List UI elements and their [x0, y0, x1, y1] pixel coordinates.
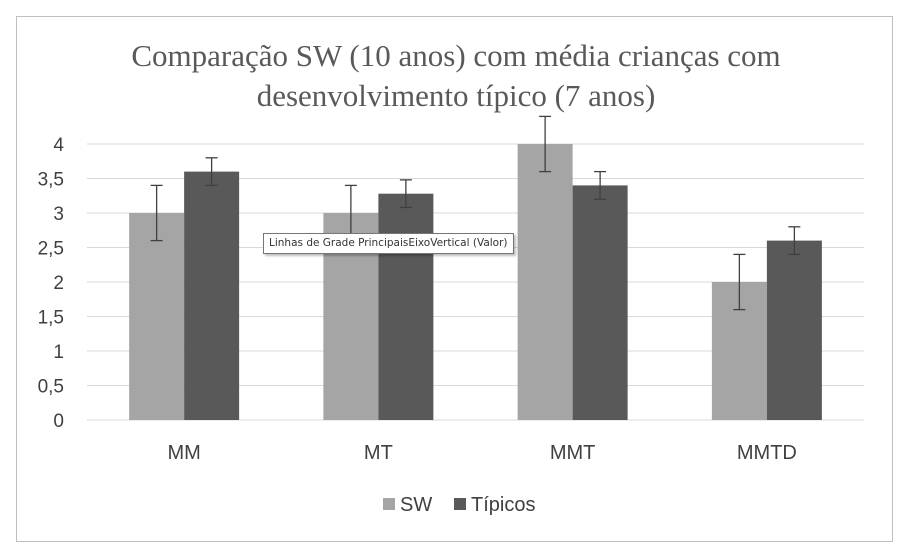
y-tick-label: 0	[53, 411, 64, 432]
bar-sw-mmt	[517, 144, 573, 420]
chart-title-line-2: desenvolvimento típico (7 anos)	[257, 78, 656, 113]
legend-swatch-típicos	[454, 498, 466, 510]
y-tick-label: 1,5	[38, 308, 64, 329]
error-bar	[399, 179, 412, 209]
y-tick-label: 3	[53, 204, 64, 225]
legend: SW Típicos	[383, 494, 535, 516]
gridlines-tooltip: Linhas de Grade PrincipaisEixoVertical (…	[263, 233, 514, 254]
bar-típicos-mm	[184, 171, 240, 420]
error-bar	[150, 184, 163, 242]
bar-típicos-mt	[378, 193, 434, 420]
legend-label: SW	[400, 494, 432, 516]
y-tick-label: 4	[53, 135, 64, 156]
legend-label: Típicos	[471, 494, 535, 516]
y-tick-label: 0,5	[38, 377, 64, 398]
error-bar	[733, 253, 746, 311]
error-bar	[539, 115, 552, 173]
x-category-label: MMTD	[737, 442, 797, 464]
bar-sw-mm	[129, 213, 185, 420]
error-bar	[788, 226, 801, 256]
y-tick-label: 1	[53, 342, 64, 363]
x-category-label: MMT	[550, 442, 596, 464]
y-tick-label: 2	[53, 273, 64, 294]
y-tick-label: 3,5	[38, 170, 64, 191]
x-axis-category-labels: MM MT MMT MMTD	[167, 442, 796, 464]
y-axis-tick-labels: 0 0,5 1 1,5 2 2,5 3 3,5 4	[38, 135, 65, 432]
x-category-label: MT	[364, 442, 393, 464]
y-tick-label: 2,5	[38, 239, 64, 260]
error-bar	[594, 170, 607, 200]
error-bar	[205, 157, 218, 187]
bar-típicos-mmtd	[766, 240, 822, 420]
bar-típicos-mmt	[572, 185, 628, 420]
chart-title-line-1: Comparação SW (10 anos) com média crianç…	[131, 38, 780, 73]
x-category-label: MM	[167, 442, 200, 464]
legend-swatch-sw	[383, 498, 395, 510]
bars	[129, 144, 822, 420]
